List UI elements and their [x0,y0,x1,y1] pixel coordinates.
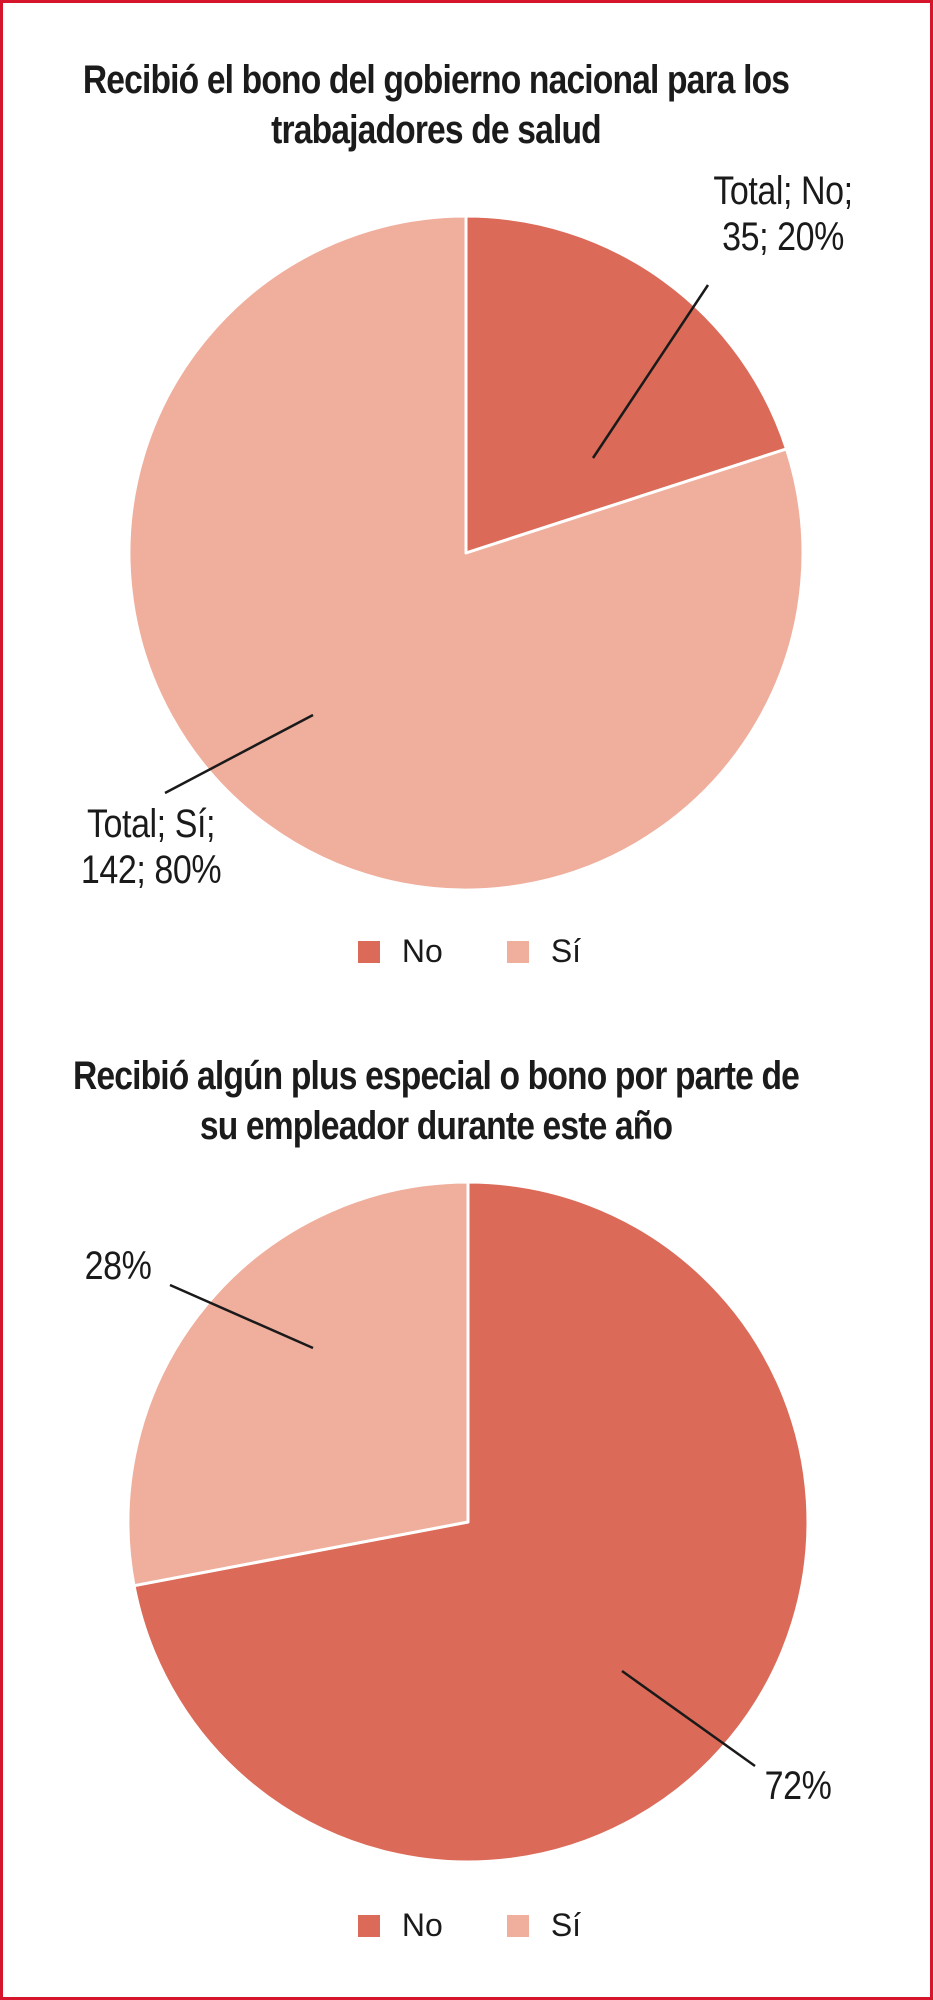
pie1-label-si-line1: Total; Sí; [86,802,216,846]
pie2-label-si-text: 28% [84,1244,152,1288]
pie2-label-no-text: 72% [764,1764,832,1808]
chart1-legend-label-si: Sí [550,933,582,969]
chart2-title-line1: Recibió algún plus especial o bono por p… [73,1054,754,1098]
chart2-legend-swatch-no [357,1914,380,1937]
chart1-legend-item-si: Sí [506,933,582,970]
pie1-label-no: Total; No; 35; 20% [694,168,873,260]
pie2-label-no: 72% [730,1763,866,1809]
chart1-legend-swatch-no [357,940,380,963]
pies-canvas [126,214,810,1864]
pie2-label-si: 28% [54,1243,182,1289]
chart1-legend-swatch-si [506,940,529,963]
pie2-leader-line-si [169,1283,314,1350]
chart1-title: Recibió el bono del gobierno nacional pa… [72,55,799,155]
pie1-leader-line-no [591,284,710,459]
chart1-title-line1: Recibió el bono del gobierno nacional pa… [82,58,736,102]
chart2-legend: No Sí [3,1907,930,1944]
pie1-leader-line-si [164,713,314,795]
pie2-leader-line-no [621,1669,756,1768]
chart1-legend: No Sí [3,933,930,970]
pie1-label-si-line2: 142; 80% [80,848,222,892]
chart2-legend-label-si: Sí [550,1907,582,1943]
pie1-label-si: Total; Sí; 142; 80% [66,801,236,893]
pie1-label-no-line1: Total; No; [713,169,853,213]
pie1-slice-no [464,214,788,555]
pie2-slice-si [126,1180,470,1588]
pie1-slice-si [127,214,805,892]
pie1-label-no-line2: 35; 20% [722,215,844,259]
chart2-legend-label-no: No [401,1907,443,1943]
chart2-title-line2: de su empleador durante este año [199,1054,800,1148]
chart2-title: Recibió algún plus especial o bono por p… [72,1051,800,1151]
chart2-legend-item-si: Sí [506,1907,582,1944]
chart2-legend-item-no: No [357,1907,443,1944]
chart1-title-line2: los trabajadores de salud [271,58,790,152]
chart2-legend-swatch-si [506,1914,529,1937]
chart1-legend-label-no: No [401,933,443,969]
chart1-legend-item-no: No [357,933,443,970]
pie2-slice-no [132,1180,810,1864]
